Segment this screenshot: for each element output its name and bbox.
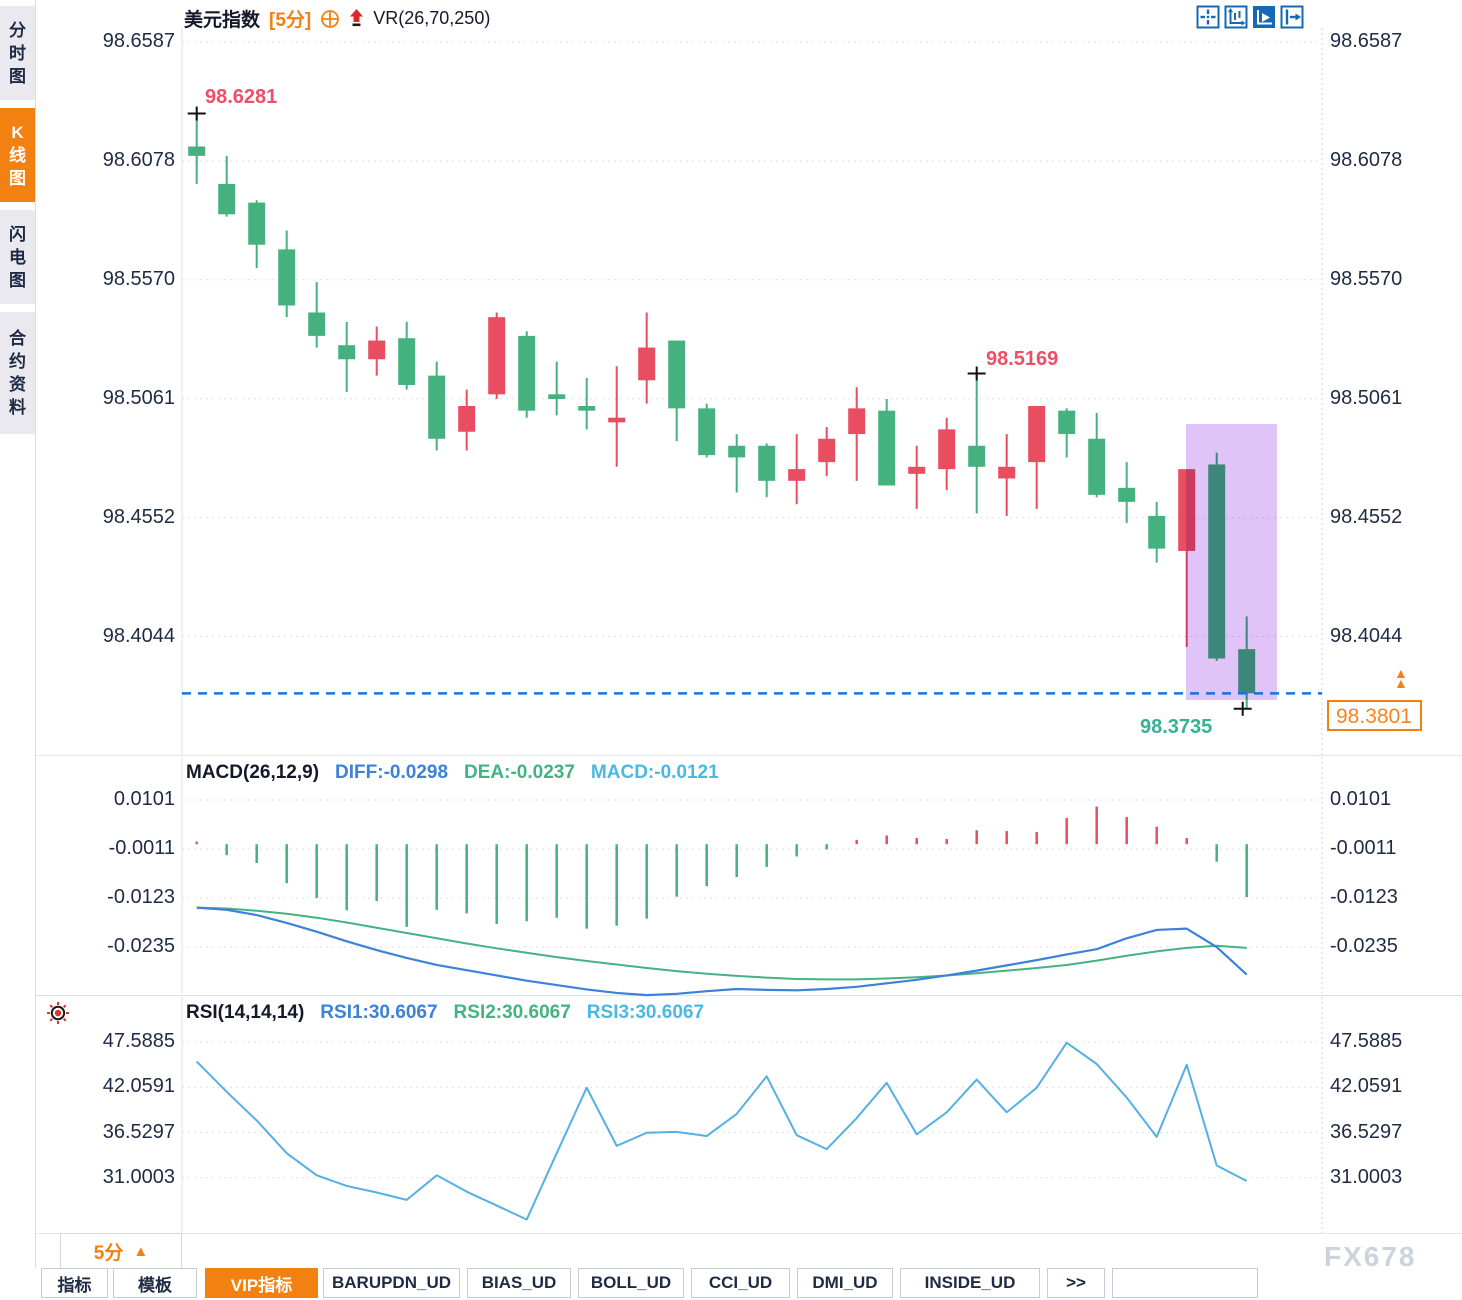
main-axis-left-3: 98.5061 (102, 386, 175, 409)
bottom-tab-BOLL_UD[interactable]: BOLL_UD (578, 1268, 684, 1298)
macd-axis-left-0: 0.0101 (113, 788, 175, 810)
alert-sun-icon[interactable] (46, 1001, 70, 1030)
current-price-box: 98.3801 (1327, 700, 1422, 731)
bottom-tab-empty[interactable] (1112, 1268, 1258, 1298)
rsi1-value: RSI1:30.6067 (320, 1002, 438, 1023)
bottom-tab-INSIDE_UD[interactable]: INSIDE_UD (900, 1268, 1040, 1298)
chart-header: 美元指数 [5分] VR(26,70,250) (184, 5, 490, 32)
macd-axis-right-0: 0.0101 (1330, 788, 1392, 810)
main-axis-right-2: 98.5570 (1330, 267, 1403, 290)
interval-value: 5分 (93, 1242, 124, 1264)
bottom-tab-BIAS_UD[interactable]: BIAS_UD (467, 1268, 571, 1298)
watermark: FX678 (1324, 1241, 1417, 1272)
bottom-tab-BARUPDN_UD[interactable]: BARUPDN_UD (323, 1268, 460, 1298)
main-axis-left-2: 98.5570 (102, 267, 175, 290)
rsi-axis-left-2: 36.5297 (102, 1120, 175, 1143)
auto-scroll-icon[interactable] (1252, 5, 1276, 29)
interval-tag[interactable]: [5分] (269, 10, 312, 31)
symbol-title: 美元指数 (184, 10, 261, 31)
macd-axis-right-1: -0.0011 (1330, 837, 1397, 859)
main-axis-left-0: 98.6587 (102, 30, 175, 52)
macd-diff-value: DIFF:-0.0298 (335, 762, 449, 783)
jump-to-latest-icon[interactable] (1280, 5, 1304, 29)
bottom-tab--[interactable]: 模板 (113, 1268, 197, 1298)
rsi-title: RSI(14,14,14) (186, 1002, 305, 1023)
macd-axis-right-2: -0.0123 (1330, 886, 1398, 908)
macd-axis-right-3: -0.0235 (1330, 935, 1398, 957)
pan-crosshair-icon[interactable] (1196, 5, 1220, 29)
rsi-axis-right-3: 31.0003 (1330, 1165, 1403, 1188)
triangle-up-icon: ▲ (133, 1242, 149, 1260)
main-axis-right-1: 98.6078 (1330, 149, 1403, 171)
macd-dea-value: DEA:-0.0237 (464, 762, 575, 783)
main-axis-right-0: 98.6587 (1330, 30, 1403, 52)
sidebar-tab-2[interactable]: 闪电图 (0, 210, 35, 304)
bottom-tab-CCI_UD[interactable]: CCI_UD (691, 1268, 790, 1298)
macd-axis-left-3: -0.0235 (107, 935, 175, 957)
annotation-high: 98.6281 (205, 86, 278, 108)
rsi-axis-right-2: 36.5297 (1330, 1120, 1403, 1143)
target-icon[interactable] (320, 9, 340, 29)
macd-header: MACD(26,12,9) DIFF:-0.0298 DEA:-0.0237 M… (186, 762, 719, 784)
chart-toolbar (1196, 5, 1304, 29)
separator-main-macd (35, 755, 1462, 756)
bottom-tab-DMI_UD[interactable]: DMI_UD (797, 1268, 893, 1298)
bottom-tab-VIP-[interactable]: VIP指标 (205, 1268, 318, 1298)
bottom-tab--[interactable]: 指标 (41, 1268, 108, 1298)
sidebar-tab-0[interactable]: 分时图 (0, 6, 35, 100)
rsi-axis-left-0: 47.5885 (102, 1030, 175, 1052)
sidebar-tab-3[interactable]: 合约资料 (0, 312, 35, 434)
rsi-axis-right-1: 42.0591 (1330, 1075, 1403, 1098)
up-arrow-icon (349, 9, 364, 28)
price-alert-marker-icon: ▲ ▲ (1394, 665, 1408, 691)
rsi-axis-left-3: 31.0003 (102, 1165, 175, 1188)
rsi2-value: RSI2:30.6067 (453, 1002, 571, 1023)
axis-zoom-icon[interactable] (1224, 5, 1248, 29)
indicator-label: VR(26,70,250) (373, 8, 491, 28)
bottom-tab->>[interactable]: >> (1047, 1268, 1105, 1298)
main-axis-left-5: 98.4044 (102, 624, 175, 647)
annotation-swing-high: 98.5169 (986, 348, 1059, 370)
macd-macd-value: MACD:-0.0121 (590, 762, 719, 783)
main-axis-right-3: 98.5061 (1330, 386, 1403, 409)
highlight-region (1186, 424, 1277, 700)
rsi-header: RSI(14,14,14) RSI1:30.6067 RSI2:30.6067 … (186, 1002, 704, 1024)
macd-axis-left-2: -0.0123 (107, 886, 175, 908)
main-axis-right-5: 98.4044 (1330, 624, 1403, 647)
rsi-axis-left-1: 42.0591 (102, 1075, 175, 1098)
separator-rsi-bottom (35, 1233, 1462, 1234)
main-axis-left-4: 98.4552 (102, 505, 175, 528)
interval-selector[interactable]: 5分 ▲ (60, 1233, 182, 1269)
main-axis-left-1: 98.6078 (102, 149, 175, 171)
macd-title: MACD(26,12,9) (186, 762, 320, 783)
separator-macd-rsi (35, 995, 1462, 996)
annotation-low: 98.3735 (1140, 716, 1213, 738)
rsi-axis-right-0: 47.5885 (1330, 1030, 1403, 1052)
main-axis-right-4: 98.4552 (1330, 505, 1403, 528)
rsi3-value: RSI3:30.6067 (586, 1002, 705, 1023)
macd-axis-left-1: -0.0011 (108, 837, 175, 859)
